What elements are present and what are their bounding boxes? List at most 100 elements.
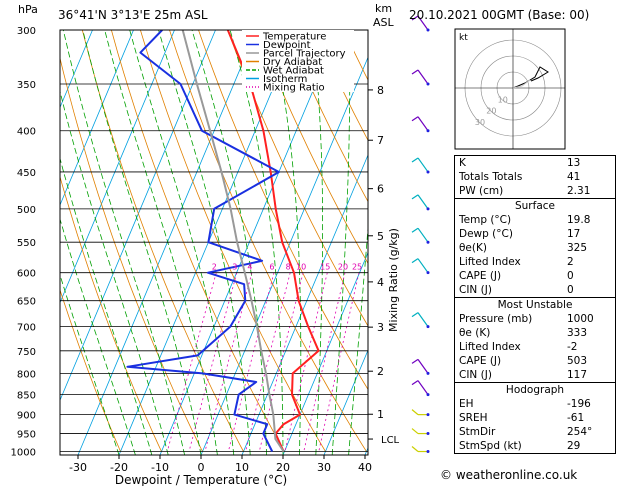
pressure-tick-label: 1000 bbox=[11, 448, 36, 459]
isotherm-line bbox=[282, 251, 368, 455]
row-label: CAPE (J) bbox=[459, 355, 502, 367]
row-label: CAPE (J) bbox=[459, 270, 502, 282]
wind-barb-flag bbox=[411, 15, 419, 21]
row-value: 503 bbox=[567, 355, 588, 367]
row-label: StmSpd (kt) bbox=[459, 440, 522, 452]
wind-barb-dot bbox=[426, 240, 430, 244]
temperature-line bbox=[226, 30, 320, 452]
table-row: Lifted Index 2 bbox=[455, 255, 615, 269]
km-tick-label: 5 bbox=[377, 230, 384, 243]
pressure-tick-label: 600 bbox=[17, 269, 36, 280]
dry-adiabat-line bbox=[60, 56, 203, 452]
row-label: Dewp (°C) bbox=[459, 228, 513, 240]
wet-adiabat-line bbox=[229, 30, 284, 455]
table-row: θe(K) 325 bbox=[455, 241, 615, 255]
wind-barb-flag bbox=[411, 69, 419, 75]
parcel-trajectory-line bbox=[181, 30, 285, 453]
table-row: CIN (J) 117 bbox=[455, 368, 615, 382]
row-label: Lifted Index bbox=[459, 256, 521, 268]
wind-barb-dot bbox=[426, 393, 430, 397]
wind-barb bbox=[417, 227, 429, 243]
pressure-tick-label: 850 bbox=[17, 391, 36, 402]
hodograph-title: Hodograph bbox=[505, 384, 565, 396]
wet-adiabat-line bbox=[60, 157, 153, 455]
wind-barb bbox=[417, 116, 429, 132]
legend-entry: Dry Adiabat bbox=[263, 57, 322, 68]
mixing-ratio-line bbox=[188, 272, 238, 452]
wet-adiabat-line bbox=[129, 30, 235, 455]
table-row: StmSpd (kt) 29 bbox=[455, 439, 615, 453]
mixing-ratio-label: 2 bbox=[212, 263, 217, 272]
row-value: 333 bbox=[567, 327, 588, 339]
row-value: 2 bbox=[567, 256, 574, 268]
row-value: 254° bbox=[567, 426, 593, 438]
km-label: km bbox=[375, 2, 393, 15]
dry-adiabat-line bbox=[256, 30, 368, 265]
mixing-ratio-label: 8 bbox=[286, 263, 291, 272]
table-row: StmDir 254° bbox=[455, 425, 615, 439]
pressure-tick-label: 500 bbox=[17, 205, 36, 216]
x-tick-label: 30 bbox=[317, 461, 331, 474]
legend-entry: Isotherm bbox=[263, 74, 307, 85]
wind-barb-dot bbox=[426, 82, 430, 86]
row-value: -196 bbox=[567, 398, 591, 410]
plot-frame bbox=[59, 29, 369, 456]
table-row: θe (K) 333 bbox=[455, 326, 615, 340]
isotherm-line bbox=[323, 349, 368, 455]
wind-barb-flag bbox=[411, 258, 419, 264]
hodograph-unit-label: kt bbox=[459, 33, 468, 43]
x-tick-label: 10 bbox=[235, 461, 249, 474]
wind-barb bbox=[417, 157, 429, 173]
tt-label: Totals Totals bbox=[459, 171, 523, 183]
wind-barb-dot bbox=[426, 271, 430, 275]
table-row: Pressure (mb) 1000 bbox=[455, 312, 615, 326]
dry-adiabat-line bbox=[111, 30, 285, 452]
hpa-label: hPa bbox=[18, 3, 38, 16]
row-value: 325 bbox=[567, 242, 588, 254]
wind-barb bbox=[417, 312, 429, 327]
wind-barb bbox=[417, 69, 429, 85]
wet-adiabat-line bbox=[311, 30, 324, 455]
row-label: CIN (J) bbox=[459, 369, 492, 381]
legend-entry: Parcel Trajectory bbox=[263, 49, 346, 60]
row-value: 117 bbox=[567, 369, 588, 381]
k-value: 13 bbox=[567, 157, 581, 169]
wind-barb-dot bbox=[426, 129, 430, 133]
km-tick-label: 4 bbox=[377, 276, 384, 289]
lcl-label: LCL bbox=[381, 435, 400, 446]
mixing-ratio-label: 25 bbox=[352, 263, 362, 272]
pw-value: 2.31 bbox=[567, 185, 591, 197]
row-label: Pressure (mb) bbox=[459, 313, 533, 325]
wind-barb-flag bbox=[411, 157, 419, 163]
table-row: SREH -61 bbox=[455, 411, 615, 425]
wet-adiabat-line bbox=[60, 89, 169, 455]
table-row: CIN (J) 0 bbox=[455, 283, 615, 297]
table-row: Temp (°C) 19.8 bbox=[455, 213, 615, 227]
row-label: θe (K) bbox=[459, 327, 491, 339]
wind-barb bbox=[417, 15, 429, 31]
km-tick-label: 1 bbox=[377, 408, 384, 421]
hodograph-ring-label: 10 bbox=[498, 95, 508, 104]
asl-label: ASL bbox=[373, 16, 394, 29]
table-row: CAPE (J) 503 bbox=[455, 354, 615, 368]
dry-adiabat-line bbox=[81, 30, 244, 452]
pressure-tick-label: 900 bbox=[17, 411, 36, 422]
pressure-tick-label: 700 bbox=[17, 323, 36, 334]
wind-barb bbox=[417, 359, 429, 374]
row-label: Lifted Index bbox=[459, 341, 521, 353]
row-value: 19.8 bbox=[567, 214, 591, 226]
wet-adiabat-line bbox=[60, 273, 120, 455]
dry-adiabat-line bbox=[60, 175, 162, 452]
wind-barb-dot bbox=[426, 207, 430, 211]
wind-barb bbox=[417, 194, 429, 210]
wet-adiabat-line bbox=[60, 217, 136, 455]
credit-label: © weatheronline.co.uk bbox=[440, 468, 578, 482]
hodograph-box bbox=[454, 28, 566, 150]
surface-title: Surface bbox=[514, 200, 555, 212]
wind-barb-flag bbox=[411, 116, 419, 122]
mixing-ratio-label: 6 bbox=[269, 263, 274, 272]
table-row: Lifted Index -2 bbox=[455, 340, 615, 354]
hodograph-ring-label: 20 bbox=[486, 107, 496, 116]
wind-barb-dot bbox=[426, 432, 430, 436]
pressure-tick-label: 550 bbox=[17, 238, 36, 249]
